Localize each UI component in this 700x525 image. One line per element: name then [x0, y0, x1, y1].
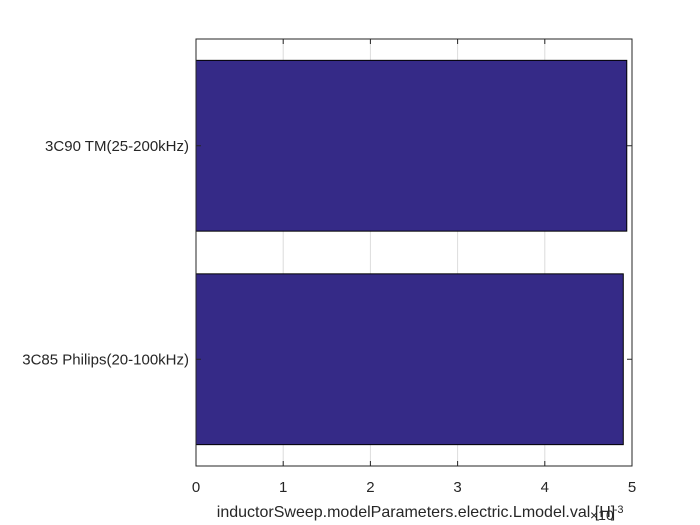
y-axis-ticks: 3C85 Philips(20-100kHz) 3C90 TM(25-200kHz… — [22, 138, 632, 368]
x-tick-label: 3 — [453, 479, 461, 496]
x-axis-label: inductorSweep.modelParameters.electric.L… — [217, 504, 615, 521]
plot-area-border — [195, 38, 633, 467]
x-tick-label: 2 — [366, 479, 374, 496]
x-axis-exponent-base: ×10 — [590, 507, 614, 523]
x-tick-label: 1 — [279, 479, 287, 496]
x-tick-label: 4 — [541, 479, 549, 496]
x-tick-label: 5 — [628, 479, 636, 496]
x-axis-ticks: 0 1 2 3 4 5 — [192, 39, 636, 496]
bars — [195, 59, 628, 446]
bar — [195, 59, 628, 232]
x-axis-exponent-power: -3 — [614, 504, 624, 516]
x-tick-label: 0 — [192, 479, 200, 496]
x-axis-exponent: ×10-3 — [590, 504, 624, 523]
y-tick-label: 3C90 TM(25-200kHz) — [45, 138, 189, 155]
bar — [195, 273, 624, 446]
y-tick-label: 3C85 Philips(20-100kHz) — [22, 351, 189, 368]
